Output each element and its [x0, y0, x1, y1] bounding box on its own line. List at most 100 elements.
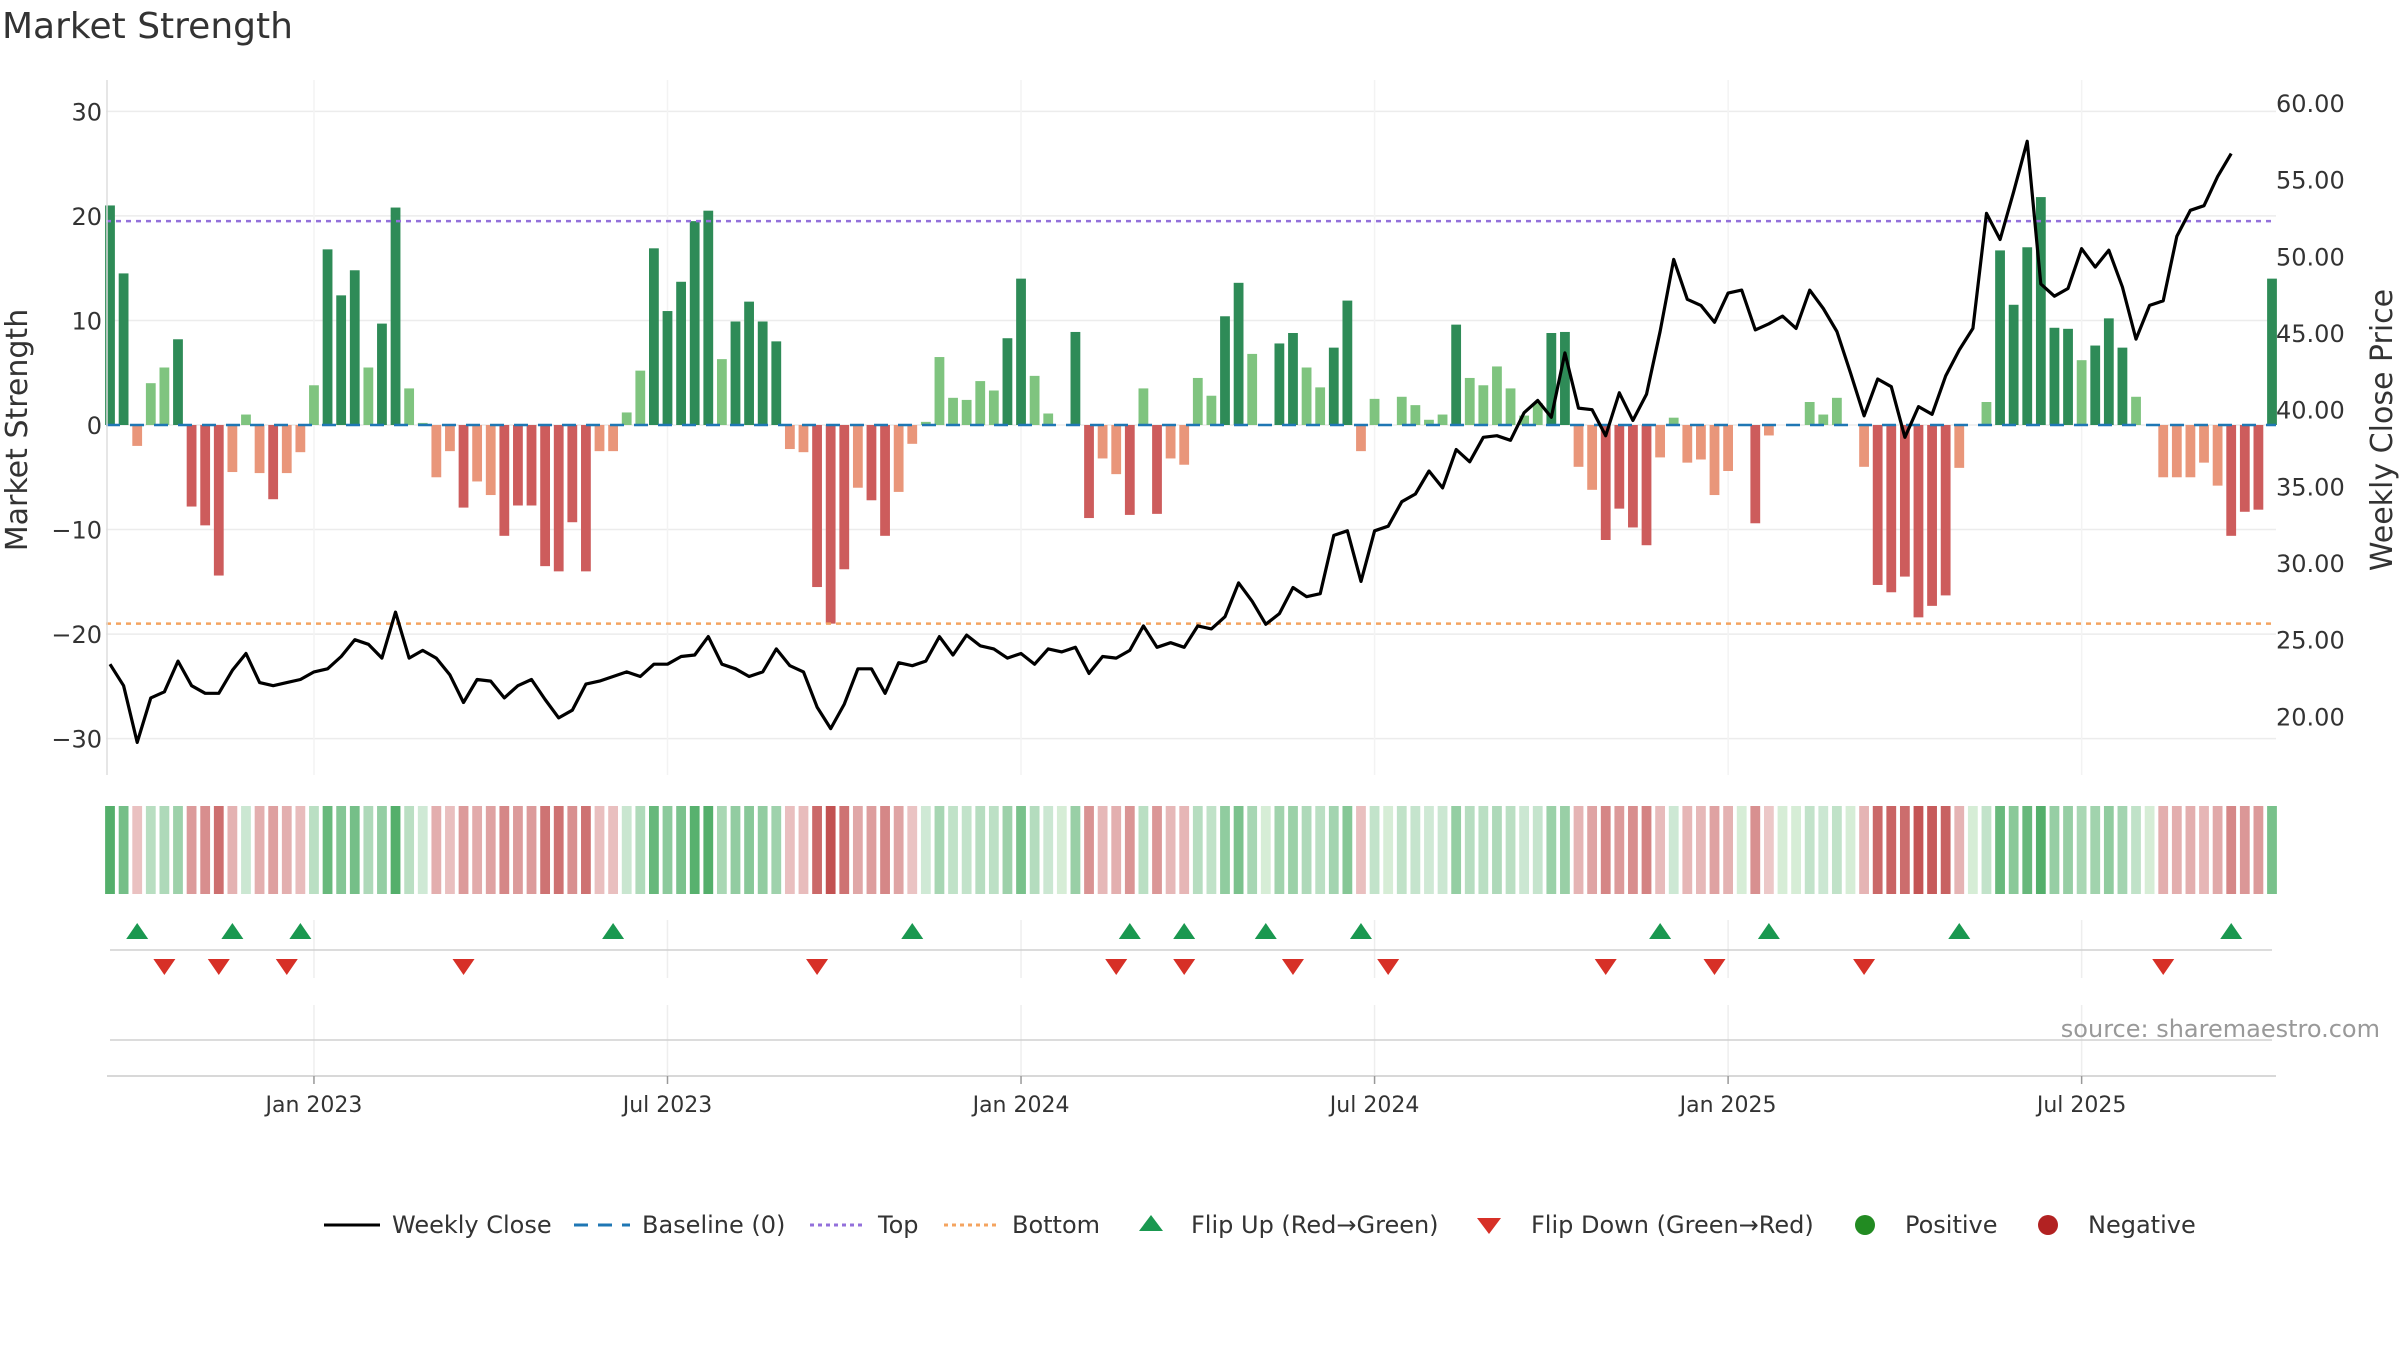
- strength-bar: [1138, 388, 1149, 425]
- y-tick-label: 0: [87, 412, 102, 440]
- strength-bar: [445, 425, 455, 452]
- heat-cell: [1192, 806, 1203, 894]
- strength-bar: [1655, 425, 1666, 458]
- strength-bar: [1818, 414, 1829, 425]
- heat-cell: [1532, 806, 1543, 894]
- strength-bar: [1628, 425, 1638, 528]
- strength-bars: [105, 197, 2277, 624]
- heat-cell: [200, 806, 211, 894]
- heat-cell: [132, 806, 143, 894]
- legend: Weekly Close Baseline (0) Top Bottom Fli…: [0, 1205, 2400, 1245]
- strength-bar: [1940, 425, 1951, 596]
- heat-cell: [649, 806, 659, 894]
- y2-tick-label: 30.00: [2276, 550, 2345, 578]
- green-dot-icon: [1855, 1215, 1875, 1235]
- legend-label: Baseline (0): [642, 1211, 786, 1239]
- strength-bar: [1492, 366, 1502, 425]
- heat-cell: [880, 806, 890, 894]
- heat-cell: [281, 806, 292, 894]
- legend-label: Top: [878, 1211, 919, 1239]
- y2-tick-label: 25.00: [2276, 627, 2345, 655]
- flip-up-marker: [1349, 923, 1372, 939]
- strength-bar: [649, 248, 659, 425]
- heat-cell: [349, 806, 360, 894]
- strength-bar: [1723, 425, 1733, 471]
- heat-cell: [1111, 806, 1122, 894]
- heat-cell: [1301, 806, 1312, 894]
- heat-cell: [2022, 806, 2033, 894]
- heat-cell: [1328, 806, 1339, 894]
- strength-bar: [2212, 425, 2223, 486]
- heat-cell: [1628, 806, 1638, 894]
- strength-bar: [1546, 333, 1557, 425]
- strength-bar: [2035, 197, 2046, 425]
- heat-cell: [377, 806, 387, 894]
- strength-bar: [309, 385, 319, 425]
- strength-bar: [2049, 327, 2060, 425]
- heat-cell: [784, 806, 795, 894]
- heat-cell: [1831, 806, 1842, 894]
- strength-bar: [1410, 405, 1421, 425]
- heat-cell: [1165, 806, 1176, 894]
- strength-bar: [839, 425, 850, 570]
- heat-cell: [2158, 806, 2169, 894]
- strength-bar: [1696, 425, 1706, 460]
- heat-cell: [1967, 806, 1978, 894]
- y2-tick-label: 50.00: [2276, 243, 2345, 271]
- heat-cell: [295, 806, 306, 894]
- heat-cell: [907, 806, 918, 894]
- strength-bar: [1995, 250, 2005, 425]
- heat-cell: [322, 806, 333, 894]
- flip-down-marker: [1281, 959, 1304, 975]
- strength-bar: [662, 311, 673, 425]
- heat-cell: [1478, 806, 1489, 894]
- strength-bar: [1342, 300, 1353, 425]
- heat-cell: [1560, 806, 1570, 894]
- strength-bar: [988, 390, 999, 425]
- x-tick-label: Jul 2025: [2035, 1093, 2127, 1118]
- heat-cell: [1859, 806, 1869, 894]
- strength-bar: [336, 295, 347, 425]
- strength-bar: [1750, 425, 1761, 524]
- heat-cell: [689, 806, 700, 894]
- heat-cell: [1723, 806, 1733, 894]
- strength-bar: [227, 425, 238, 473]
- strength-bar: [621, 412, 632, 425]
- strength-bar: [1519, 415, 1530, 425]
- heat-cell: [2226, 806, 2237, 894]
- strength-bar: [458, 425, 469, 508]
- flip-down-marker: [1853, 959, 1876, 975]
- legend-label: Flip Down (Green→Red): [1531, 1211, 1814, 1239]
- strength-bar: [1587, 425, 1598, 490]
- heat-cell: [1056, 806, 1067, 894]
- flip-down-marker: [1105, 959, 1128, 975]
- strength-bar: [499, 425, 510, 536]
- flip-down-marker: [452, 959, 475, 975]
- strength-bar: [295, 425, 306, 453]
- heat-cell: [1995, 806, 2005, 894]
- strength-bar: [1763, 425, 1774, 436]
- strength-bar: [2090, 345, 2101, 425]
- strength-bar: [1981, 402, 1992, 425]
- flip-up-marker: [1173, 923, 1196, 939]
- heat-cell: [268, 806, 279, 894]
- strength-bar: [363, 367, 374, 425]
- strength-bar: [1165, 425, 1176, 459]
- source-credit: source: sharemaestro.com: [2060, 1015, 2380, 1043]
- heat-cell: [1492, 806, 1502, 894]
- heat-cell: [2063, 806, 2073, 894]
- heat-cell: [948, 806, 958, 894]
- heat-cell: [241, 806, 251, 894]
- heat-cell: [2131, 806, 2141, 894]
- strength-bar: [2171, 425, 2182, 478]
- y-tick-label: 30: [71, 98, 102, 126]
- heat-cell: [2144, 806, 2155, 894]
- heat-cell: [1709, 806, 1720, 894]
- strength-bar: [1668, 417, 1679, 425]
- strength-bar: [118, 273, 129, 425]
- heat-cell: [1614, 806, 1625, 894]
- strength-bar: [1573, 425, 1584, 467]
- strength-bar: [1560, 331, 1570, 425]
- legend-label: Flip Up (Red→Green): [1191, 1211, 1439, 1239]
- heat-cell: [1437, 806, 1448, 894]
